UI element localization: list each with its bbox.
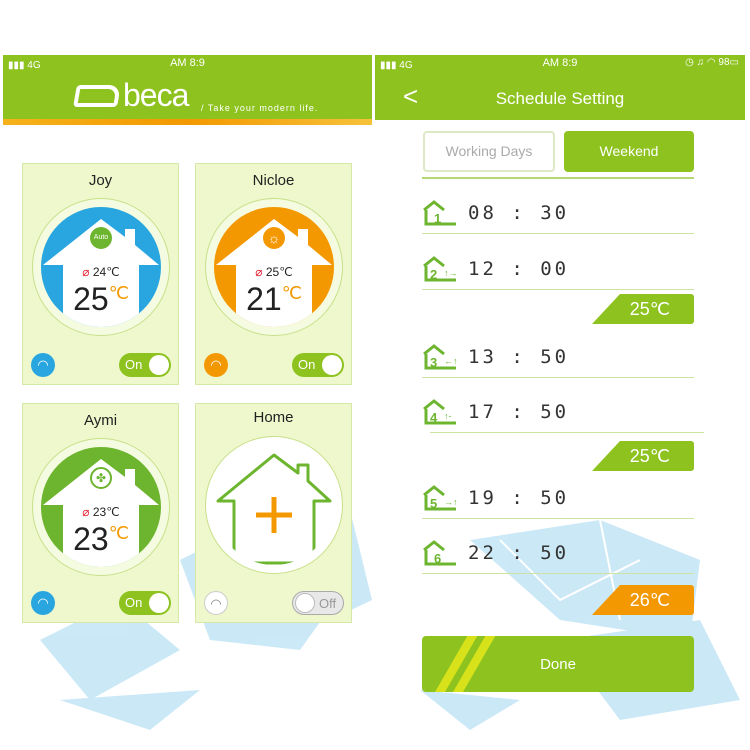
power-toggle[interactable]: On: [292, 353, 344, 377]
svg-text:3: 3: [430, 355, 437, 370]
network-label: 4G: [399, 60, 413, 71]
schedule-period-1[interactable]: 1 08 : 30: [422, 194, 694, 234]
brand-tagline: / Take your modern life.: [201, 103, 319, 113]
period-time: 12 : 00: [468, 258, 570, 280]
auto-icon: Auto: [90, 227, 112, 249]
back-button[interactable]: <: [403, 81, 419, 111]
beca-logo-icon: [73, 85, 121, 107]
tab-weekend[interactable]: Weekend: [564, 131, 694, 172]
period-time: 22 : 50: [468, 542, 570, 564]
period-time: 17 : 50: [468, 401, 570, 423]
wifi-status-icon: ◠: [706, 57, 716, 68]
svg-text:↑→: ↑→: [444, 268, 458, 278]
set-temp: ⌀ 25℃: [255, 265, 293, 279]
brand-logo: beca: [123, 77, 189, 113]
device-card-joy[interactable]: Joy Auto ⌀ 24℃ 25℃ ◠ On: [22, 163, 179, 385]
left-header: ▮▮▮ 4G AM 8:9 beca / Take your modern li…: [3, 55, 372, 125]
page-title: Schedule Setting: [495, 89, 625, 108]
set-temp: ⌀ 24℃: [82, 265, 120, 279]
wifi-icon: ◠: [204, 353, 228, 377]
schedule-period-6[interactable]: 6 22 : 50: [422, 534, 694, 574]
alarm-icon: ◷: [685, 57, 694, 68]
done-button[interactable]: Done: [422, 636, 694, 692]
period-2-icon: 2 ↑→: [422, 256, 458, 282]
divider: [422, 177, 694, 179]
svg-text:1: 1: [434, 211, 441, 226]
period-time: 08 : 30: [468, 202, 570, 224]
svg-text:→↑: →↑: [444, 497, 458, 507]
setpoint-icon: ⌀: [255, 265, 263, 279]
header-stripe: [3, 119, 372, 125]
power-toggle[interactable]: On: [119, 591, 171, 615]
wifi-icon: ◠: [31, 353, 55, 377]
svg-text:↑-: ↑-: [444, 411, 452, 421]
period-time: 13 : 50: [468, 346, 570, 368]
tab-working-days[interactable]: Working Days: [423, 131, 555, 172]
schedule-period-3[interactable]: 3 ←↑ 13 : 50: [422, 338, 694, 378]
signal-indicator: ▮▮▮ 4G: [380, 60, 413, 71]
current-temp: 25℃: [73, 281, 129, 317]
battery-icon: ▭: [729, 57, 739, 68]
device-card-aymi[interactable]: Aymi ✤ ⌀ 23℃ 23℃ ◠ On: [22, 403, 179, 623]
device-name: Nicloe: [252, 172, 295, 189]
music-icon: ♫: [696, 57, 705, 68]
period-1-icon: 1: [422, 200, 458, 226]
set-temp: ⌀ 23℃: [82, 505, 120, 519]
network-label: 4G: [27, 60, 41, 71]
status-time: AM 8:9: [542, 57, 578, 69]
wifi-icon: ◠: [31, 591, 55, 615]
signal-indicator: ▮▮▮ 4G: [8, 60, 41, 71]
right-header: ▮▮▮ 4G AM 8:9 ◷ ♫ ◠ 98▭ < Schedule Setti…: [375, 55, 745, 120]
done-label: Done: [540, 656, 576, 673]
sun-icon: ☼: [263, 227, 285, 249]
signal-icon: ▮▮▮: [8, 60, 25, 71]
house-icon: [43, 459, 159, 567]
power-toggle[interactable]: Off: [292, 591, 344, 615]
status-icons: ◷ ♫ ◠ 98▭: [685, 57, 739, 68]
schedule-period-5[interactable]: 5 →↑ 19 : 50: [422, 479, 694, 519]
house-icon: [43, 219, 159, 327]
setpoint-icon: ⌀: [82, 505, 90, 519]
period-4-icon: 4 ↑-: [422, 399, 458, 425]
setpoint-icon: ⌀: [82, 265, 90, 279]
device-name: Aymi: [83, 412, 118, 429]
period-6-icon: 6: [422, 540, 458, 566]
period-time: 19 : 50: [468, 487, 570, 509]
schedule-period-4[interactable]: 4 ↑- 17 : 50: [423, 393, 704, 433]
current-temp: 21℃: [246, 281, 302, 317]
temp-badge-1[interactable]: 25℃: [592, 294, 694, 324]
svg-text:5: 5: [430, 496, 437, 511]
device-name: Home: [253, 409, 294, 426]
status-time: AM 8:9: [170, 57, 205, 69]
svg-text:←↑: ←↑: [444, 356, 458, 366]
house-icon: [216, 219, 332, 327]
period-3-icon: 3 ←↑: [422, 344, 458, 370]
signal-icon: ▮▮▮: [380, 60, 397, 71]
battery-level: 98: [718, 57, 730, 68]
power-toggle[interactable]: On: [119, 353, 171, 377]
current-temp: 23℃: [73, 521, 129, 557]
fan-icon: ✤: [90, 467, 112, 489]
device-card-home[interactable]: Home ◠ Off: [195, 403, 352, 623]
svg-text:4: 4: [430, 410, 438, 425]
wifi-icon: ◠: [204, 591, 228, 615]
svg-text:6: 6: [434, 551, 441, 566]
device-name: Joy: [88, 172, 113, 189]
svg-text:2: 2: [430, 267, 437, 282]
schedule-period-2[interactable]: 2 ↑→ 12 : 00: [422, 250, 694, 290]
period-5-icon: 5 →↑: [422, 485, 458, 511]
house-outline-icon: [216, 453, 332, 565]
device-card-nicloe[interactable]: Nicloe ☼ ⌀ 25℃ 21℃ ◠ On: [195, 163, 352, 385]
